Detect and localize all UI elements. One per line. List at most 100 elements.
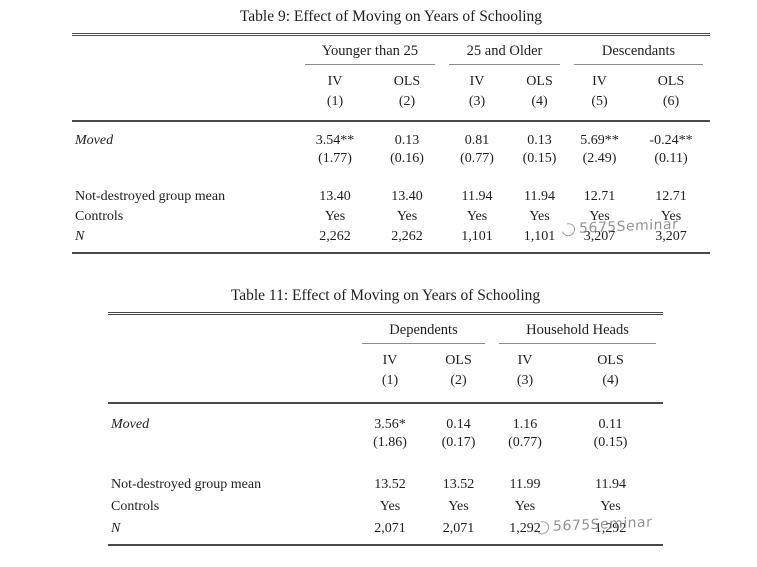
table-row: Controls Yes Yes Yes Yes Yes Yes [72,207,710,227]
data-cell: Yes [396,209,418,224]
data-cell: Yes [529,209,550,224]
data-cell: Yes [379,499,401,514]
col-group-label: Descendants [574,43,704,65]
row-label [72,151,298,176]
data-cell: (0.77) [460,151,494,166]
method-header: IV [327,74,343,89]
data-cell: 11.94 [524,189,555,204]
table-row: (1) (2) (3) (4) (5) (6) [72,92,710,121]
table-row: Not-destroyed group mean 13.52 13.52 11.… [108,460,663,495]
column-number: (4) [602,373,619,388]
method-header: OLS [597,353,624,368]
data-cell: 11.94 [461,189,493,204]
data-cell: 2,262 [319,229,351,244]
column-number: (3) [516,373,534,388]
table9: Younger than 25 25 and Older Descendants… [72,33,711,254]
column-number: (6) [662,94,680,109]
column-number: (4) [531,94,548,109]
method-header: OLS [393,74,421,89]
data-cell: 1,101 [461,229,493,244]
row-label: Controls [111,499,160,514]
table-row: (1.77) (0.16) (0.77) (0.15) (2.49) (0.11… [72,151,710,176]
data-cell: 12.71 [655,189,687,204]
data-cell: (0.16) [390,151,424,166]
watermark-swirl-icon [559,220,578,239]
data-cell: 3,207 [655,229,687,244]
data-cell: 0.13 [372,120,442,151]
table-row: Younger than 25 25 and Older Descendants [72,35,710,66]
table-row: IV OLS IV OLS IV OLS [72,65,710,92]
row-label: Not-destroyed group mean [111,477,262,492]
data-cell: (0.17) [441,435,476,450]
col-group: Household Heads [492,314,663,344]
col-group: Younger than 25 [298,35,442,65]
data-cell: Yes [589,209,610,224]
corner-spacer [108,314,355,345]
data-cell: 12.71 [583,189,616,204]
data-cell: (2.49) [582,151,617,166]
corner-spacer [72,35,298,66]
data-cell: (1.77) [318,151,352,166]
col-group-label: Household Heads [499,322,657,344]
data-cell: 2,262 [391,229,423,244]
data-cell: 3.56* [355,402,425,435]
data-cell: 13.52 [374,477,406,492]
col-group: Descendants [567,35,710,65]
data-cell: Yes [324,209,346,224]
data-cell: 1,101 [523,229,556,244]
table-row: N 2,071 2,071 1,292 1,292 [108,517,663,545]
column-number: (5) [591,94,608,109]
data-cell: 11.99 [509,477,541,492]
data-cell: (0.77) [508,435,542,450]
table-row: Not-destroyed group mean 13.40 13.40 11.… [72,176,710,207]
col-group-label: 25 and Older [449,43,561,65]
data-cell: 13.40 [391,189,423,204]
table9-title: Table 9: Effect of Moving on Years of Sc… [239,8,543,25]
method-header: IV [592,74,607,89]
data-cell: 1,292 [509,521,541,536]
row-label: Controls [75,209,124,224]
data-cell: 0.11 [558,402,664,435]
column-number: (2) [450,373,467,388]
col-group: 25 and Older [442,35,567,65]
data-cell: (0.11) [654,151,688,166]
col-group: Dependents [355,314,492,344]
data-cell: Yes [514,499,536,514]
data-cell: 13.40 [319,189,351,204]
corner-spacer [108,371,355,403]
table-row: (1.86) (0.17) (0.77) (0.15) [108,435,663,460]
data-cell: 2,071 [442,521,475,536]
method-header: IV [382,353,398,368]
column-number: (1) [326,94,344,109]
data-cell: (1.86) [373,435,407,450]
table-row: Controls Yes Yes Yes Yes [108,495,663,517]
method-header: OLS [657,74,685,89]
row-label [108,435,355,460]
corner-spacer [72,65,298,92]
row-label: N [111,521,121,536]
data-cell: 11.94 [595,477,627,492]
column-number: (3) [468,94,486,109]
method-header: OLS [445,353,472,368]
data-cell: Yes [466,209,488,224]
data-cell: 1.16 [492,402,559,435]
row-label: N [75,229,85,244]
data-cell: Yes [448,499,469,514]
table-row: (1) (2) (3) (4) [108,371,663,403]
data-cell: 2,071 [374,521,406,536]
data-cell: Yes [600,499,621,514]
watermark-swirl-icon [533,518,552,537]
table-row: Moved 3.54** 0.13 0.81 0.13 5.69** -0.24… [72,120,711,151]
table-row: N 2,262 2,262 1,101 1,101 3,207 3,207 [72,227,710,253]
col-group-label: Dependents [362,322,486,344]
table11-title: Table 11: Effect of Moving on Years of S… [230,287,541,304]
data-cell: 1,292 [594,521,627,536]
table-row: IV OLS IV OLS [108,344,663,371]
table9-section: Table 9: Effect of Moving on Years of Sc… [72,8,711,254]
data-cell: -0.24** [632,120,711,151]
data-cell: 3.54** [298,120,372,151]
method-header: IV [469,74,485,89]
col-group-label: Younger than 25 [305,43,435,65]
data-cell: 3,207 [583,229,616,244]
data-cell: 0.81 [442,120,512,151]
